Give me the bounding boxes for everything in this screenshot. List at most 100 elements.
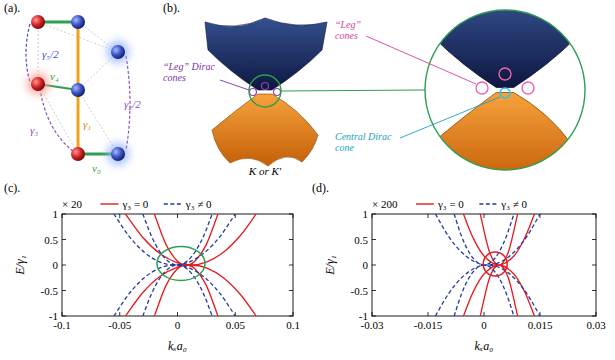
zoom-central-label: Central Diraccone <box>335 131 392 153</box>
legend-swatch <box>164 203 182 204</box>
scale-annotation: × 200 <box>372 198 398 210</box>
leg-cone-marker <box>262 83 269 90</box>
zoom-source <box>249 75 281 107</box>
hopping-label: v₀ <box>92 162 101 174</box>
y-tick-label: 0 <box>363 259 369 271</box>
scale-annotation: × 20 <box>62 198 82 210</box>
chart-panel: (d).-0.03-0.01500.0150.03-1-0.500.51kₓa₀… <box>312 181 606 353</box>
bond-g1 <box>77 22 80 90</box>
conduction-band <box>205 18 327 90</box>
highlight <box>483 252 507 276</box>
chart-panel: (c).-0.1-0.0500.050.1-1-0.500.51kₓa₀E/γ₁… <box>4 181 300 353</box>
x-tick-label: 0.015 <box>528 319 553 331</box>
leg-cone-marker <box>274 89 281 96</box>
atom-glow <box>107 41 129 63</box>
y-tick-label: -1 <box>359 310 368 322</box>
band-line <box>114 214 235 316</box>
x-tick <box>484 214 485 218</box>
y-tick <box>62 239 66 240</box>
atom-glow <box>107 143 129 165</box>
y-tick <box>289 239 293 240</box>
valley-label: K or K′ <box>248 165 282 177</box>
atom <box>71 147 85 161</box>
y-axis-title: E/γ₁ <box>323 255 337 276</box>
zoom-connector <box>281 90 425 91</box>
hopping-label: γ₅/2 <box>42 48 59 60</box>
y-tick <box>592 265 596 266</box>
frame-line <box>38 84 78 154</box>
y-tick-label: 0.5 <box>354 234 368 246</box>
text-line: “Leg” Dirac <box>163 61 216 72</box>
x-tick-label: -0.05 <box>108 319 131 331</box>
series-group <box>114 214 256 316</box>
atom <box>71 83 85 97</box>
panel-label: (d). <box>312 181 329 195</box>
panel-label: (c). <box>4 181 20 195</box>
atom <box>111 45 125 59</box>
atom <box>31 15 45 29</box>
y-tick-label: 0.5 <box>44 234 58 246</box>
x-tick-label: 0 <box>175 319 181 331</box>
panel-b: (b).“Leg” DiracconesK or K′“Leg”conesCen… <box>163 0 585 183</box>
zoom-surfaces <box>430 0 583 183</box>
x-tick-label: 0.03 <box>586 319 606 331</box>
hopping-label: γ₂/2 <box>124 98 141 110</box>
leg-label: “Leg” Diraccones <box>163 61 216 83</box>
legend-label: γ₃ ≠ 0 <box>500 198 527 210</box>
x-tick <box>177 214 178 218</box>
atom <box>111 147 125 161</box>
x-tick-label: 0 <box>481 319 487 331</box>
plot-frame <box>62 214 293 316</box>
y-tick <box>592 290 596 291</box>
x-tick <box>119 312 120 316</box>
legend-label: γ₃ ≠ 0 <box>185 198 212 210</box>
central-cone-marker <box>500 88 510 98</box>
y-tick <box>62 265 66 266</box>
hopping-label: γ₁ <box>83 118 91 130</box>
band-line <box>435 214 540 316</box>
legend-swatch <box>416 203 434 204</box>
leader-line <box>366 36 476 84</box>
leader-line <box>220 80 249 90</box>
y-tick-label: -1 <box>49 310 58 322</box>
figure: (a).γ₅/2v₄γ₁γ₂/2γ₃v₀(b).“Leg” Diraccones… <box>0 0 615 360</box>
zoom-frame <box>425 10 585 170</box>
leg-cone-marker <box>250 89 257 96</box>
y-tick-label: 1 <box>363 208 369 220</box>
leg-cone-marker <box>499 68 511 80</box>
x-tick <box>484 312 485 316</box>
text-line: “Leg” <box>335 19 362 30</box>
text-line: cones <box>335 30 358 41</box>
x-tick <box>428 214 429 218</box>
leg-cone-marker <box>476 82 488 94</box>
legend-label: γ₃ = 0 <box>437 198 464 210</box>
y-tick <box>372 265 376 266</box>
band-line <box>126 214 257 316</box>
highlight <box>157 246 205 280</box>
y-axis-title: E/γ₁ <box>13 255 27 276</box>
x-tick-label: -0.015 <box>414 319 443 331</box>
atom-glow <box>27 73 49 95</box>
x-tick-label: 0.05 <box>226 319 246 331</box>
hopping-label: v₄ <box>50 70 59 82</box>
text-line: Central Dirac <box>335 131 392 142</box>
legend-label: γ₃ = 0 <box>121 198 148 210</box>
hopping-label: γ₃ <box>30 124 38 136</box>
text-line: cone <box>335 142 354 153</box>
y-tick <box>592 239 596 240</box>
x-axis-title: kₓa₀ <box>168 339 187 353</box>
y-tick <box>62 290 66 291</box>
text-line: cones <box>163 72 186 83</box>
plot-frame <box>372 214 596 316</box>
y-tick <box>289 290 293 291</box>
leader-line <box>400 97 500 138</box>
panel-label: (a). <box>4 1 20 15</box>
y-tick-label: -0.5 <box>41 285 59 297</box>
hopping-g3 <box>40 88 74 152</box>
zoom-content <box>430 0 583 183</box>
panel-label: (b). <box>163 1 180 15</box>
leg-cone-marker <box>522 82 534 94</box>
x-tick <box>119 214 120 218</box>
y-tick-label: 0 <box>53 259 59 271</box>
y-tick <box>372 290 376 291</box>
